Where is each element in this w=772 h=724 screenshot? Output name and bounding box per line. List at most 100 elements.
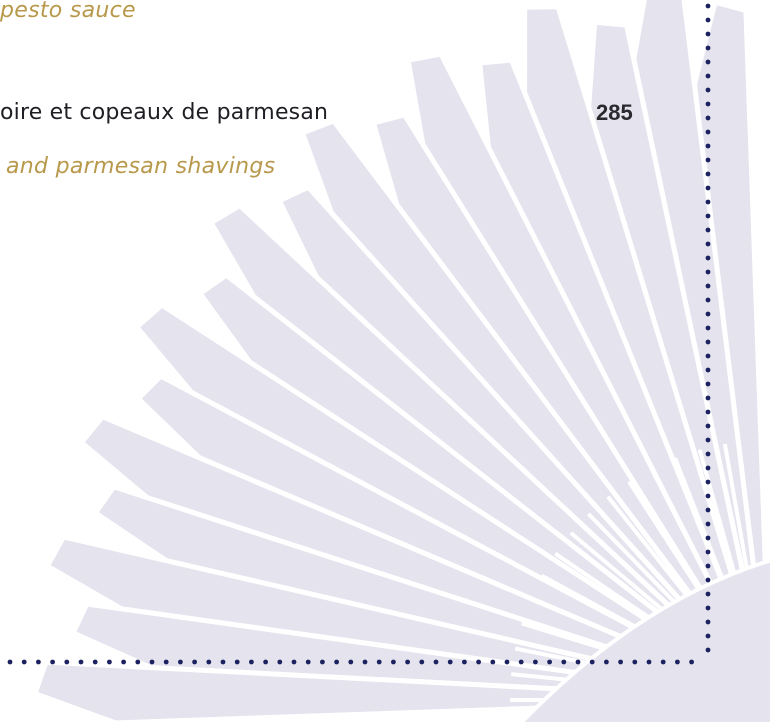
border-dot (706, 550, 711, 555)
border-dot (706, 424, 711, 429)
border-dot (706, 144, 711, 149)
border-dot (235, 660, 240, 665)
border-dot (706, 410, 711, 415)
page: pesto sauce oire et copeaux de parmesan … (0, 0, 772, 724)
border-dot (561, 660, 566, 665)
border-dot (505, 660, 510, 665)
border-dot (706, 648, 711, 653)
border-dot (476, 660, 481, 665)
border-dot (706, 466, 711, 471)
border-dot (50, 660, 55, 665)
item-name: oire et copeaux de parmesan (0, 100, 328, 125)
border-dot (706, 452, 711, 457)
border-dot (64, 660, 69, 665)
border-dot (490, 660, 495, 665)
border-dot (79, 660, 84, 665)
border-dot (706, 32, 711, 37)
border-dot (632, 660, 637, 665)
border-dot (706, 508, 711, 513)
border-dot (391, 660, 396, 665)
border-dot (706, 522, 711, 527)
border-dot (706, 228, 711, 233)
border-dot (363, 660, 368, 665)
border-dot (348, 660, 353, 665)
border-dot (419, 660, 424, 665)
border-dot (706, 340, 711, 345)
border-dot (576, 660, 581, 665)
border-dot (706, 438, 711, 443)
border-dot (706, 158, 711, 163)
border-dot (706, 186, 711, 191)
border-dot (604, 660, 609, 665)
border-dot (706, 256, 711, 261)
border-dot (647, 660, 652, 665)
border-dot (706, 116, 711, 121)
border-dot (533, 660, 538, 665)
border-dot (706, 564, 711, 569)
border-dot (519, 660, 524, 665)
border-dot (706, 592, 711, 597)
border-dot (547, 660, 552, 665)
border-dot (206, 660, 211, 665)
border-dot (277, 660, 282, 665)
border-dot (706, 172, 711, 177)
border-dot (706, 18, 711, 23)
border-dot (706, 494, 711, 499)
border-dot (334, 660, 339, 665)
border-dot (706, 298, 711, 303)
border-dot (249, 660, 254, 665)
border-dot (192, 660, 197, 665)
border-dot (706, 242, 711, 247)
border-dot (8, 660, 13, 665)
border-dot (706, 368, 711, 373)
border-dot (434, 660, 439, 665)
border-dot (306, 660, 311, 665)
border-dot (320, 660, 325, 665)
item-description: pesto sauce (0, 0, 136, 23)
border-dot (706, 354, 711, 359)
border-dot (661, 660, 666, 665)
border-dot (448, 660, 453, 665)
border-dot (263, 660, 268, 665)
border-dot (706, 620, 711, 625)
border-dot (706, 634, 711, 639)
border-dot (706, 578, 711, 583)
border-dot (706, 130, 711, 135)
border-dot (36, 660, 41, 665)
border-dot (377, 660, 382, 665)
border-dot (164, 660, 169, 665)
border-dot (706, 4, 711, 9)
border-dot (150, 660, 155, 665)
item-price: 285 (596, 100, 633, 126)
border-dot (405, 660, 410, 665)
border-dot (706, 60, 711, 65)
border-dot (706, 312, 711, 317)
border-dot (706, 536, 711, 541)
border-dot (22, 660, 27, 665)
border-dot (706, 214, 711, 219)
border-dot (706, 102, 711, 107)
border-dot (221, 660, 226, 665)
border-dot (121, 660, 126, 665)
border-dot (675, 660, 680, 665)
border-dot (706, 284, 711, 289)
border-dot (706, 200, 711, 205)
border-dot (706, 480, 711, 485)
border-dot (93, 660, 98, 665)
border-dot (135, 660, 140, 665)
border-dot (706, 326, 711, 331)
border-dot (178, 660, 183, 665)
item-description: and parmesan shavings (6, 154, 275, 179)
border-dot (618, 660, 623, 665)
border-dot (107, 660, 112, 665)
border-dot (706, 88, 711, 93)
border-dot (706, 382, 711, 387)
border-dot (706, 270, 711, 275)
border-dot (706, 46, 711, 51)
border-dot (706, 74, 711, 79)
border-dot (292, 660, 297, 665)
border-dot (706, 396, 711, 401)
border-dot (462, 660, 467, 665)
border-dot (706, 606, 711, 611)
border-dot (590, 660, 595, 665)
